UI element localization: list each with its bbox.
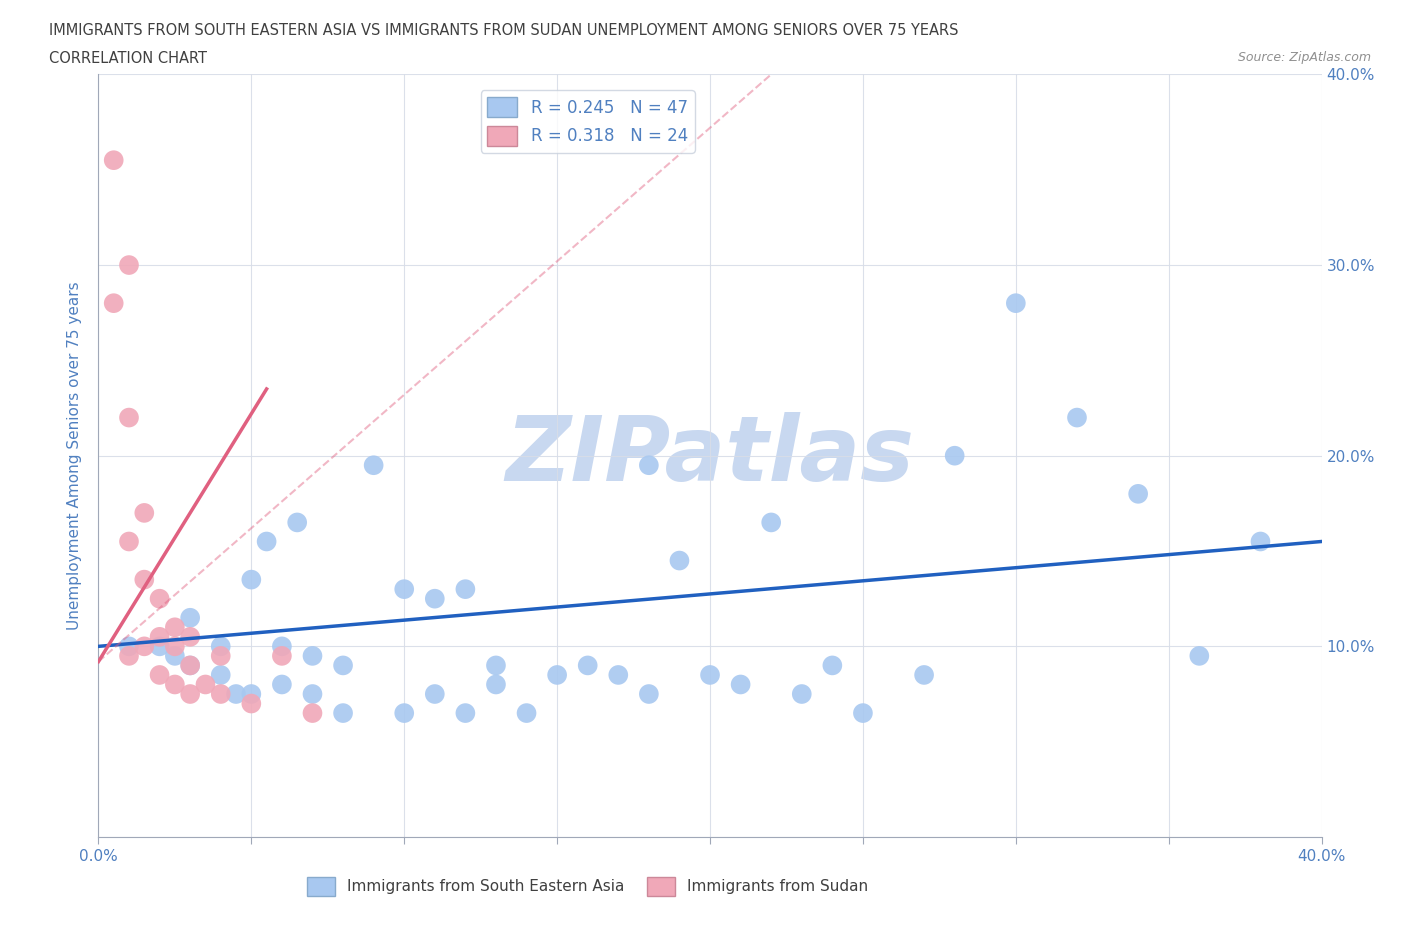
Point xyxy=(209,686,232,701)
Point xyxy=(852,706,875,721)
Point xyxy=(103,296,125,311)
Point xyxy=(134,506,156,521)
Point xyxy=(423,591,446,606)
Point xyxy=(730,677,752,692)
Point xyxy=(301,706,323,721)
Point xyxy=(1188,648,1211,663)
Point xyxy=(332,658,354,673)
Point xyxy=(163,620,186,635)
Point xyxy=(607,668,630,683)
Point xyxy=(209,639,232,654)
Point xyxy=(485,658,508,673)
Point xyxy=(363,458,385,472)
Point xyxy=(209,668,232,683)
Point xyxy=(118,648,141,663)
Point xyxy=(240,686,263,701)
Point xyxy=(179,658,201,673)
Point xyxy=(759,515,782,530)
Point xyxy=(270,648,292,663)
Point xyxy=(821,658,844,673)
Point xyxy=(118,258,141,272)
Point xyxy=(163,677,186,692)
Point xyxy=(134,572,156,587)
Point xyxy=(240,696,263,711)
Point xyxy=(270,639,292,654)
Point xyxy=(423,686,446,701)
Point xyxy=(332,706,354,721)
Point xyxy=(270,677,292,692)
Legend: Immigrants from South Eastern Asia, Immigrants from Sudan: Immigrants from South Eastern Asia, Immi… xyxy=(301,871,875,902)
Text: ZIPatlas: ZIPatlas xyxy=(506,412,914,499)
Point xyxy=(149,591,172,606)
Point xyxy=(118,410,141,425)
Point xyxy=(240,572,263,587)
Point xyxy=(912,668,935,683)
Point xyxy=(163,639,186,654)
Point xyxy=(134,639,156,654)
Point xyxy=(179,658,201,673)
Y-axis label: Unemployment Among Seniors over 75 years: Unemployment Among Seniors over 75 years xyxy=(67,282,83,630)
Point xyxy=(149,668,172,683)
Point xyxy=(209,648,232,663)
Point xyxy=(149,639,172,654)
Point xyxy=(637,458,661,472)
Point xyxy=(163,648,186,663)
Text: IMMIGRANTS FROM SOUTH EASTERN ASIA VS IMMIGRANTS FROM SUDAN UNEMPLOYMENT AMONG S: IMMIGRANTS FROM SOUTH EASTERN ASIA VS IM… xyxy=(49,23,959,38)
Point xyxy=(1004,296,1026,311)
Point xyxy=(179,610,201,625)
Point xyxy=(118,534,141,549)
Point xyxy=(546,668,568,683)
Point xyxy=(790,686,813,701)
Point xyxy=(225,686,247,701)
Point xyxy=(516,706,538,721)
Point xyxy=(301,686,323,701)
Point xyxy=(637,686,661,701)
Point xyxy=(699,668,721,683)
Point xyxy=(943,448,966,463)
Point xyxy=(1066,410,1088,425)
Point xyxy=(256,534,278,549)
Point xyxy=(454,706,477,721)
Point xyxy=(392,706,416,721)
Point xyxy=(392,582,416,597)
Point xyxy=(118,639,141,654)
Point xyxy=(285,515,308,530)
Point xyxy=(149,630,172,644)
Point xyxy=(485,677,508,692)
Point xyxy=(576,658,599,673)
Point xyxy=(103,153,125,167)
Point xyxy=(179,630,201,644)
Point xyxy=(1128,486,1150,501)
Point xyxy=(668,553,690,568)
Point xyxy=(454,582,477,597)
Point xyxy=(1249,534,1271,549)
Point xyxy=(179,686,201,701)
Text: CORRELATION CHART: CORRELATION CHART xyxy=(49,51,207,66)
Point xyxy=(194,677,217,692)
Point xyxy=(301,648,323,663)
Text: Source: ZipAtlas.com: Source: ZipAtlas.com xyxy=(1237,51,1371,64)
